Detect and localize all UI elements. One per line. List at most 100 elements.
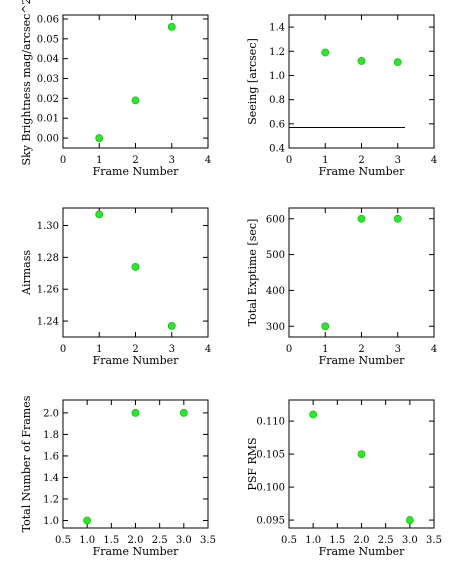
sky-brightness-y-tick-label: 0.03	[37, 74, 59, 85]
sky-brightness-y-tick-label: 0.05	[37, 34, 59, 45]
seeing-y-tick-label: 0.8	[269, 95, 285, 106]
sky-brightness-plot-frame	[62, 14, 209, 149]
seeing-data-point	[393, 58, 402, 67]
seeing-x-tick-label: 1	[322, 155, 328, 166]
sky-brightness-y-axis-title: Sky Brightness mag/arcsec^2	[20, 0, 33, 165]
exptime-data-point	[321, 322, 330, 331]
frame-count-x-tick-label: 0.5	[55, 535, 71, 546]
frame-count-data-point	[179, 409, 188, 417]
airmass-plot-frame	[62, 207, 209, 338]
seeing-x-tick-label: 3	[395, 155, 401, 166]
psf-rms-x-tick-label: 3.0	[402, 535, 418, 546]
airmass-x-tick-label: 3	[169, 344, 175, 355]
airmass-data-point	[131, 263, 140, 271]
sky-brightness-y-tick-label: 0.06	[37, 14, 59, 25]
psf-rms-x-tick-label: 1.5	[329, 535, 345, 546]
exptime-x-tick-label: 1	[322, 344, 328, 355]
sky-brightness-y-tick-label: 0.04	[37, 54, 59, 65]
sky-brightness-data-point	[167, 23, 176, 31]
seeing-x-tick-label: 4	[431, 155, 437, 166]
airmass-x-tick-label: 1	[96, 344, 102, 355]
frame-count-y-tick-label: 1.4	[43, 473, 59, 484]
panel-frame-count: 0.5 1.0 1.5 2.0 2.5 3.0 3.51.01.21.41.61.82.0F…	[20, 395, 216, 558]
frame-count-y-tick-label: 1.6	[43, 451, 59, 462]
seeing-data-point	[321, 48, 330, 57]
exptime-plot-frame	[288, 207, 435, 338]
airmass-data-point	[95, 210, 104, 219]
airmass-y-tick-label: 1.30	[37, 221, 59, 232]
seeing-x-tick-label: 2	[358, 155, 364, 166]
sky-brightness-y-tick-label: 0.01	[37, 114, 59, 125]
seeing-y-axis-title: Seeing [arcsec]	[246, 38, 259, 125]
psf-rms-plot-frame	[288, 399, 435, 529]
frame-count-x-tick-label: 3.5	[200, 535, 216, 546]
psf-rms-y-axis-title: PSF RMS	[246, 437, 259, 490]
airmass-x-tick-label: 0	[60, 344, 66, 355]
psf-rms-x-tick-label: 1.0	[305, 535, 321, 546]
frame-count-y-tick-label: 2.0	[43, 408, 59, 419]
exptime-data-point	[357, 214, 366, 223]
frame-count-y-tick-label: 1.2	[43, 494, 59, 505]
psf-rms-x-tick-label: 0.5	[281, 535, 297, 546]
exptime-y-tick-label: 300	[266, 322, 285, 333]
airmass-y-tick-label: 1.26	[37, 285, 59, 296]
frame-count-y-tick-label: 1.8	[43, 430, 59, 441]
airmass-x-tick-label: 4	[205, 344, 211, 355]
frame-count-x-tick-label: 2.5	[152, 535, 168, 546]
frame-count-plot-frame	[62, 399, 209, 529]
frame-count-x-tick-label: 1.5	[103, 535, 119, 546]
panel-exptime: 0 1 2 3 4 300 400 500 600 Frame Number Total Expti…	[246, 207, 437, 367]
seeing-y-tick-label: 1.4	[269, 23, 285, 34]
exptime-y-tick-label: 400	[266, 286, 285, 297]
seeing-y-tick-label: 0.6	[269, 119, 285, 130]
exptime-x-axis-title: Frame Number	[319, 354, 406, 367]
frame-count-y-axis-title: Total Number of Frames	[20, 395, 33, 532]
airmass-y-tick-label: 1.28	[37, 253, 59, 264]
panel-seeing: 0 1 2 3 4 0.4 0.6 0.8 1.0 1.2 1.4 Frame Number Seein…	[246, 14, 437, 178]
frame-count-y-tick-label: 1.0	[43, 516, 59, 527]
panel-psf-rms: 0.5 1.0 1.5 2.0 2.5 3.0 3.5 0.095 0.100 0.105 0.11…	[246, 399, 442, 558]
sky-brightness-data-point	[131, 96, 140, 105]
exptime-x-tick-label: 2	[358, 344, 364, 355]
sky-brightness-y-tick-label: 0.02	[37, 94, 59, 105]
sky-brightness-x-tick-label: 3	[169, 155, 175, 166]
exptime-data-point	[393, 214, 402, 223]
sky-brightness-x-axis-title: Frame Number	[93, 165, 180, 178]
seeing-data-point	[357, 57, 366, 65]
airmass-x-axis-title: Frame Number	[93, 354, 180, 367]
airmass-data-point	[167, 321, 176, 330]
frame-count-x-tick-label: 3.0	[176, 535, 192, 546]
psf-rms-data-point	[309, 410, 318, 419]
psf-rms-x-tick-label: 2.5	[378, 535, 394, 546]
panel-sky-brightness: 0 1 2 3 4 0.00 0.01 0.02 0.03 0.04 0.05 0.06 Frame N…	[20, 0, 211, 178]
sky-brightness-data-point	[95, 134, 104, 142]
exptime-y-axis-title: Total Exptime [sec]	[246, 219, 259, 327]
exptime-x-tick-label: 0	[286, 344, 292, 355]
frame-count-x-axis-title: Frame Number	[93, 545, 180, 558]
seeing-x-tick-label: 0	[286, 155, 292, 166]
psf-rms-x-tick-label: 3.5	[426, 535, 442, 546]
seeing-x-axis-title: Frame Number	[319, 165, 406, 178]
exptime-y-tick-label: 600	[266, 214, 285, 225]
exptime-x-tick-label: 3	[395, 344, 401, 355]
sky-brightness-x-tick-label: 1	[96, 155, 102, 166]
frame-count-x-tick-label: 2.0	[128, 535, 144, 546]
psf-rms-data-point	[405, 516, 414, 524]
psf-rms-x-axis-title: Frame Number	[319, 545, 406, 558]
seeing-y-tick-label: 1.0	[269, 71, 285, 82]
sky-brightness-x-tick-label: 2	[132, 155, 138, 166]
psf-rms-x-tick-label: 2.0	[354, 535, 370, 546]
sky-brightness-x-tick-label: 4	[205, 155, 211, 166]
seeing-y-tick-label: 1.2	[269, 47, 285, 58]
airmass-x-tick-label: 2	[132, 344, 138, 355]
psf-rms-y-tick-label: 0.105	[256, 450, 285, 461]
psf-rms-y-tick-label: 0.110	[256, 417, 285, 428]
frame-count-data-point	[83, 516, 92, 525]
seeing-plot-frame	[288, 14, 435, 149]
airmass-y-tick-label: 1.24	[37, 317, 59, 328]
seeing-y-tick-label: 0.4	[269, 144, 285, 155]
frame-count-x-tick-label: 1.0	[79, 535, 95, 546]
panel-airmass: 0 1 2 3 4 1.24 1.26 1.28 1.30 Frame Number Airmass	[20, 207, 211, 367]
sky-brightness-y-tick-label: 0.00	[37, 134, 59, 145]
